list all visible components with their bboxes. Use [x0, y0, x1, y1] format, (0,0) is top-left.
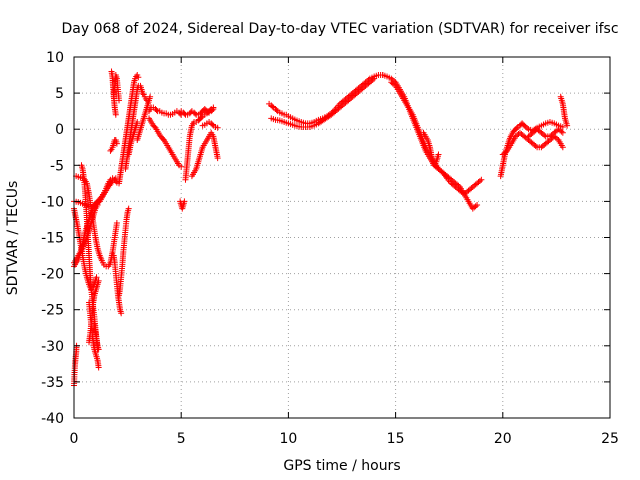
data-point	[559, 124, 566, 131]
data-point	[118, 310, 125, 317]
data-point	[524, 124, 531, 131]
series-track-14	[110, 72, 123, 104]
data-point	[210, 104, 217, 111]
data-point	[116, 97, 123, 104]
y-tick-label: -15	[41, 231, 64, 247]
data-point	[139, 90, 146, 97]
series-track-18	[125, 118, 141, 158]
series-track-31	[388, 79, 481, 212]
series-track-11	[110, 252, 125, 317]
data-point	[207, 107, 214, 114]
x-axis-label: GPS time / hours	[283, 458, 400, 474]
series-track-10	[86, 277, 102, 346]
y-tick-label: 0	[55, 122, 64, 138]
series-track-34	[499, 129, 566, 158]
y-tick-label: -5	[50, 158, 64, 174]
y-tick-label: -25	[41, 303, 64, 319]
series-track-22	[146, 115, 185, 170]
chart-title: Day 068 of 2024, Sidereal Day-to-day VTE…	[61, 21, 618, 37]
data-point	[95, 364, 102, 371]
data-point	[564, 122, 571, 129]
data-point	[541, 132, 548, 139]
data-point	[554, 135, 561, 142]
data-point	[502, 149, 509, 156]
data-point	[113, 140, 120, 147]
grid-lines	[74, 57, 610, 418]
data-point	[371, 75, 378, 82]
data-point	[112, 111, 119, 118]
series-track-27	[199, 118, 221, 131]
series-track-32	[420, 129, 442, 169]
series-track-33	[497, 118, 566, 180]
y-tick-label: -40	[41, 411, 64, 427]
data-point	[559, 129, 566, 136]
x-tick-label: 5	[177, 431, 186, 447]
data-point	[391, 81, 398, 88]
series-track-21	[146, 104, 185, 118]
data-point	[143, 97, 150, 104]
data-point	[153, 107, 160, 114]
data-point	[113, 220, 120, 227]
series-track-30	[379, 72, 485, 198]
series-track-29	[268, 75, 378, 131]
data-point	[142, 95, 149, 102]
series-track-12	[116, 205, 132, 299]
data-point	[214, 124, 221, 131]
data-point	[558, 128, 565, 135]
series-track-35	[525, 126, 566, 140]
data-point	[435, 151, 442, 158]
series-track-25	[182, 104, 217, 183]
data-point	[478, 176, 485, 183]
x-tick-label: 0	[70, 431, 79, 447]
series-track-36	[557, 93, 571, 129]
y-tick-label: -35	[41, 375, 64, 391]
data-points	[71, 68, 571, 389]
data-point	[95, 346, 102, 353]
y-tick-label: -30	[41, 339, 64, 355]
series-track-23	[177, 198, 188, 212]
data-point	[107, 147, 114, 154]
data-point	[476, 177, 483, 184]
y-tick-label: -20	[41, 267, 64, 283]
data-point	[94, 202, 101, 209]
data-point	[95, 277, 102, 284]
data-point	[181, 110, 188, 117]
data-point	[93, 274, 100, 281]
series-track-26	[188, 129, 221, 180]
data-point	[134, 118, 141, 125]
y-tick-label: -10	[41, 194, 64, 210]
series-track-20	[137, 82, 150, 104]
x-tick-label: 20	[494, 431, 512, 447]
y-axis-label: SDTVAR / TECUs	[5, 181, 21, 296]
data-point	[472, 203, 479, 210]
data-point	[513, 125, 520, 132]
y-tick-label: 5	[55, 86, 64, 102]
data-point	[559, 144, 566, 151]
data-point	[125, 205, 132, 212]
data-point	[97, 194, 104, 201]
x-tick-label: 15	[387, 431, 405, 447]
data-point	[147, 93, 154, 100]
x-tick-label: 10	[279, 431, 297, 447]
data-point	[369, 76, 376, 83]
data-point	[178, 163, 185, 170]
data-point	[209, 121, 216, 128]
data-point	[455, 182, 462, 189]
data-point	[135, 74, 142, 81]
data-point	[192, 110, 199, 117]
axis-ticks: 0 5 10 15 20 25 -40 -35 -30 -25 -20 -15 -10 -5 0 5 10	[41, 50, 619, 447]
data-point	[273, 107, 280, 114]
x-tick-label: 25	[601, 431, 619, 447]
data-point	[532, 143, 539, 150]
series-track-15	[107, 137, 120, 154]
data-point	[198, 114, 205, 121]
data-point	[269, 103, 276, 110]
data-point	[214, 155, 221, 162]
data-point	[474, 202, 481, 209]
y-tick-label: 10	[46, 50, 64, 66]
data-point	[181, 198, 188, 205]
